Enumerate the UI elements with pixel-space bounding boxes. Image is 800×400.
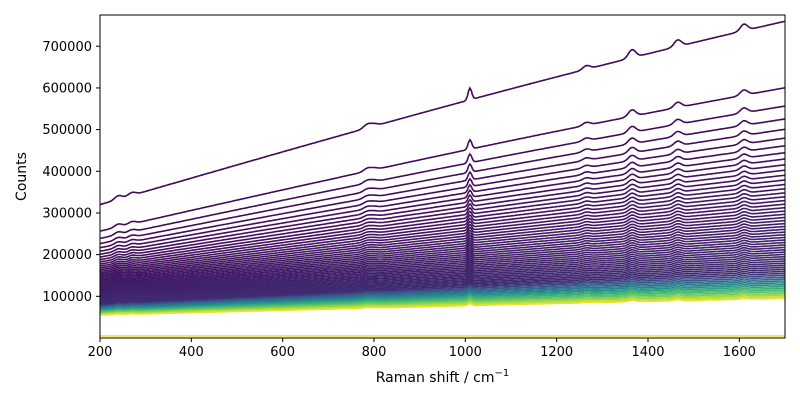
spectrum-series: [99, 87, 786, 232]
spectrum-series: [99, 264, 785, 303]
spectrum-series: [99, 239, 786, 293]
spectrum-series: [99, 219, 786, 285]
spectrum-series: [99, 128, 786, 249]
y-tick-label: 700000: [42, 40, 92, 55]
spectrum-series: [99, 225, 786, 288]
spectrum-series: [99, 192, 786, 274]
spectrum-series: [99, 297, 785, 316]
x-tick-label: 800: [362, 345, 387, 360]
spectrum-series: [99, 253, 786, 299]
y-axis-ticks: 100000 200000 300000 400000 500000 600000 7000…: [42, 40, 100, 305]
y-tick-label: 600000: [42, 81, 92, 96]
x-tick-label: 200: [88, 345, 113, 360]
spectrum-series: [99, 292, 785, 314]
spectrum-series: [100, 295, 785, 316]
x-tick-label: 1200: [540, 345, 573, 360]
plot-frame: [99, 14, 786, 339]
x-tick-label: 1400: [631, 345, 664, 360]
spectrum-series: [99, 20, 786, 206]
spectrum-series: [99, 151, 786, 258]
x-tick-label: 600: [270, 345, 295, 360]
spectrum-series: [99, 258, 785, 301]
spectrum-series: [99, 228, 786, 289]
spectrum-series: [99, 222, 786, 286]
spectrum-series: [99, 206, 786, 280]
spectrum-series: [99, 262, 785, 302]
spectrum-series: [99, 145, 786, 256]
x-axis-label-main: Raman shift / cm: [376, 370, 495, 386]
spectrum-series: [99, 260, 786, 301]
spectrum-series: [99, 241, 786, 294]
spectrum-series: [99, 105, 786, 240]
spectrum-series: [99, 251, 786, 298]
y-axis-label: Counts: [14, 152, 30, 201]
spectrum-series: [99, 196, 786, 276]
spectrum-series: [100, 276, 786, 308]
spectrum-series: [99, 118, 786, 245]
spectrum-series: [99, 270, 785, 306]
spectrum-series: [99, 281, 786, 310]
spectrum-series: [99, 179, 786, 269]
spectrum-series: [99, 137, 786, 252]
spectrum-series: [99, 274, 785, 307]
spectrum-series: [99, 249, 786, 297]
spectrum-series: [99, 183, 786, 271]
spectrum-series: [99, 244, 786, 295]
spectrum-series: [99, 158, 786, 261]
spectrum-series: [99, 199, 786, 277]
spectrum-series: [99, 203, 786, 279]
x-tick-label: 400: [179, 345, 204, 360]
spectrum-series: [100, 280, 785, 309]
spectrum-series: [99, 164, 786, 263]
x-axis-label: Raman shift / cm−1: [376, 368, 509, 386]
y-tick-label: 300000: [42, 206, 92, 221]
spectrum-series: [99, 210, 786, 282]
y-tick-label: 200000: [42, 248, 92, 263]
spectrum-series: [99, 231, 786, 290]
x-tick-label: 1600: [723, 345, 756, 360]
spectrum-series: [99, 255, 786, 300]
spectrum-series: [100, 290, 785, 314]
spectrum-series: [99, 285, 786, 312]
spectrum-series: [99, 234, 786, 291]
spectrum-series: [100, 289, 786, 313]
spectrum-series: [99, 272, 786, 306]
y-tick-label: 500000: [42, 123, 92, 138]
spectrum-series: [100, 287, 785, 312]
spectrum-series: [99, 278, 785, 309]
spectrum-series: [99, 174, 786, 267]
spectrum-series: [99, 188, 786, 273]
spectrum-series: [99, 266, 786, 304]
spectrum-series: [99, 246, 786, 296]
spectrum-series: [99, 293, 785, 315]
spectrum-series: [99, 213, 786, 283]
spectrum-series: [99, 283, 786, 311]
spectra-series-group: [99, 20, 786, 337]
spectrum-series: [99, 268, 785, 305]
x-axis-label-superscript: −1: [494, 368, 509, 379]
spectrum-series: [99, 216, 786, 284]
x-axis-ticks: 200 400 600 800 1000 1200 1400 1600: [88, 338, 756, 360]
x-tick-label: 1000: [449, 345, 482, 360]
spectrum-series: [99, 236, 786, 292]
spectrum-series: [99, 169, 786, 265]
y-tick-label: 400000: [42, 165, 92, 180]
y-tick-label: 100000: [42, 290, 92, 305]
